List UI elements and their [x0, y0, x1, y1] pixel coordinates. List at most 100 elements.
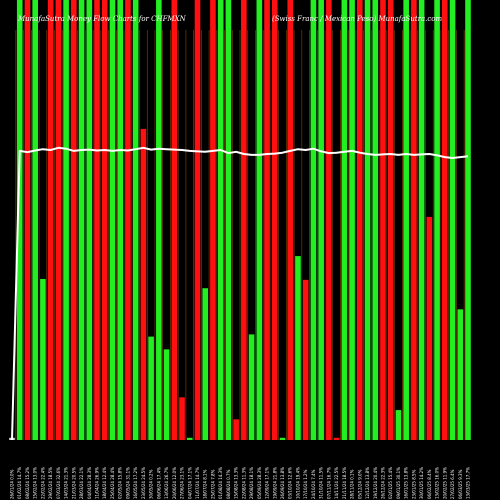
flow-bar	[387, 0, 394, 440]
flow-bar	[233, 419, 239, 440]
x-tick-label: 02/01/25 15.4%	[388, 467, 393, 499]
x-tick-label: 19/09/24 21.8%	[272, 467, 277, 499]
flow-bar	[125, 0, 131, 440]
flow-bar	[117, 0, 124, 440]
flow-bar	[418, 0, 425, 440]
x-tick-label: 21/03/24 20.5%	[71, 467, 76, 499]
x-tick-label: 04/04/24 28.3%	[87, 467, 92, 499]
chart-subtitle: (Swiss Franc / Mexican Peso) MunafaSutra…	[272, 15, 443, 23]
x-tick-label: 29/02/24 18.5%	[48, 467, 53, 499]
x-tick-label: 19/12/24 20.4%	[373, 467, 378, 499]
x-tick-label: 13/02/25 16.0%	[435, 467, 440, 499]
flow-bar	[302, 279, 309, 440]
x-tick-label: 18/07/24 8.1%	[203, 469, 208, 499]
flow-bar	[395, 410, 402, 440]
flow-bar	[442, 0, 448, 440]
x-tick-label: 06/06/24 17.4%	[156, 467, 161, 499]
x-tick-label: 06/02/25 8.4%	[427, 469, 432, 499]
x-tick-label: 07/11/24 16.7%	[326, 467, 331, 499]
x-tick-label: 28/11/24 0.1%	[350, 469, 355, 499]
x-tick-label: 09/05/24 31.1%	[125, 467, 130, 499]
flow-bar	[24, 0, 31, 440]
x-tick-label: 07/03/24 32.6%	[56, 467, 61, 499]
x-tick-label: 13/06/24 26.7%	[164, 467, 169, 499]
flow-bar	[194, 0, 201, 440]
flow-bar	[411, 0, 417, 440]
x-tick-label: 14/11/24 22.5%	[334, 467, 339, 499]
x-tick-label: 11/04/24 26.9%	[95, 467, 100, 499]
flow-bar	[40, 278, 46, 440]
flow-bar	[202, 288, 209, 440]
x-tick-label: 01/02/24 14.7%	[17, 467, 22, 499]
flow-bar	[326, 0, 332, 440]
flow-bar	[186, 437, 193, 440]
x-tick-label: 03/10/24 12.6%	[288, 467, 293, 499]
x-tick-label: 20/06/24 12.0%	[172, 467, 177, 499]
x-tick-label: 26/12/24 22.3%	[380, 467, 385, 499]
flow-bar	[32, 0, 38, 440]
flow-bar	[140, 128, 147, 441]
x-tick-label: 25/07/24 7.8%	[210, 469, 215, 499]
x-tick-label: 14/03/24 21.3%	[64, 467, 69, 499]
flow-bar	[457, 309, 464, 440]
flow-bar	[171, 0, 178, 440]
flow-bar	[310, 0, 317, 440]
x-tick-label: 16/05/24 17.2%	[133, 467, 138, 499]
x-tick-label: 29/08/24 18.1%	[249, 467, 254, 499]
price-line	[11, 146, 469, 441]
x-tick-label: 09/01/25 30.1%	[396, 467, 401, 499]
flow-bar	[465, 0, 471, 440]
x-tick-label: 16/01/25 13.8%	[404, 467, 409, 499]
x-tick-label: 12/12/24 13.8%	[365, 467, 370, 499]
x-tick-label: 25/04/24 28.4%	[110, 467, 115, 499]
x-tick-label: 08/08/24 0.7%	[226, 469, 231, 499]
flow-bar	[295, 256, 301, 440]
x-tick-label: 31/10/24 11.5%	[319, 467, 324, 499]
x-tick-label: 01/08/24 14.3%	[218, 467, 223, 499]
flow-bar	[426, 216, 433, 440]
chart-title: MunafaSutra Money Flow Charts for CHFMXN	[17, 15, 187, 23]
flow-bar	[148, 336, 154, 440]
flow-bar	[47, 0, 54, 440]
x-tick-label: 24/10/24 7.4%	[311, 469, 316, 499]
flow-bar	[318, 0, 324, 440]
x-tick-label: 08/02/24 15.2%	[25, 467, 30, 499]
flow-bar	[434, 0, 440, 440]
x-tick-label: 06/03/25 9.3%	[458, 469, 463, 499]
x-tick-label: 17/10/24 1.2%	[303, 469, 308, 499]
flow-bar	[163, 349, 170, 440]
x-tick-label: 15/08/24 13.3%	[234, 467, 239, 499]
x-tick-label: 12/09/24 17.1%	[265, 467, 270, 499]
x-tick-label: 18/04/24 12.4%	[102, 467, 107, 499]
flow-bar	[179, 397, 185, 440]
flow-bar	[63, 0, 69, 440]
flow-bar	[241, 0, 247, 440]
x-tick-label: 26/01/24 0.0%	[10, 469, 15, 499]
x-tick-label: 22/08/24 11.3%	[241, 467, 246, 499]
x-tick-label: 15/02/24 13.0%	[33, 467, 38, 499]
x-tick-label: 02/05/24 15.8%	[118, 467, 123, 499]
x-tick-label: 05/09/24 28.3%	[257, 467, 262, 499]
x-tick-label: 27/06/24 23.1%	[180, 467, 185, 499]
flow-bar	[109, 0, 116, 440]
flow-bar	[449, 0, 456, 440]
flow-bar	[264, 0, 270, 440]
flow-bar	[333, 437, 340, 440]
x-tick-label: 23/01/25 8.5%	[411, 469, 416, 499]
x-tick-label: 26/09/24 13.8%	[280, 467, 285, 499]
flow-bar	[349, 0, 355, 440]
x-tick-label: 13/03/25 17.7%	[466, 467, 471, 499]
flow-bar	[71, 0, 77, 440]
flow-bar	[356, 0, 363, 440]
flow-bar	[364, 0, 371, 440]
x-tick-label: 05/12/24 9.0%	[357, 469, 362, 499]
flow-bar	[279, 437, 286, 440]
x-tick-label: 27/02/25 6.4%	[450, 469, 455, 499]
flow-bar	[372, 0, 379, 440]
flow-bar	[248, 334, 255, 440]
x-tick-label: 30/05/24 0.2%	[149, 469, 154, 499]
flow-bar	[210, 0, 216, 440]
flow-bar	[94, 0, 100, 440]
